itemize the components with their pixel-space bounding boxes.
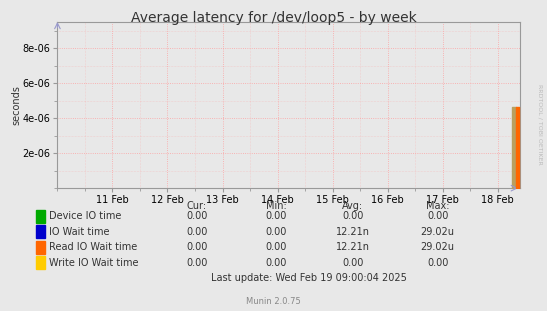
Text: Avg:: Avg: xyxy=(342,201,363,211)
Text: Min:: Min: xyxy=(266,201,287,211)
Text: RRDTOOL / TOBI OETIKER: RRDTOOL / TOBI OETIKER xyxy=(538,84,543,165)
Text: 0.00: 0.00 xyxy=(265,258,287,268)
Text: Munin 2.0.75: Munin 2.0.75 xyxy=(246,297,301,306)
Text: 0.00: 0.00 xyxy=(342,258,364,268)
Text: Write IO Wait time: Write IO Wait time xyxy=(49,258,139,268)
Text: 0.00: 0.00 xyxy=(265,227,287,237)
Text: Read IO Wait time: Read IO Wait time xyxy=(49,242,137,252)
Text: 29.02u: 29.02u xyxy=(421,227,455,237)
Text: 0.00: 0.00 xyxy=(186,211,208,221)
Text: 0.00: 0.00 xyxy=(186,242,208,252)
Text: Cur:: Cur: xyxy=(187,201,207,211)
Text: Last update: Wed Feb 19 09:00:04 2025: Last update: Wed Feb 19 09:00:04 2025 xyxy=(211,273,407,283)
Text: 29.02u: 29.02u xyxy=(421,242,455,252)
Text: 12.21n: 12.21n xyxy=(336,227,370,237)
Text: 0.00: 0.00 xyxy=(427,211,449,221)
Text: 0.00: 0.00 xyxy=(186,227,208,237)
Text: Max:: Max: xyxy=(426,201,449,211)
Text: 0.00: 0.00 xyxy=(265,242,287,252)
Text: 0.00: 0.00 xyxy=(186,258,208,268)
Text: 0.00: 0.00 xyxy=(342,211,364,221)
Text: 0.00: 0.00 xyxy=(427,258,449,268)
Y-axis label: seconds: seconds xyxy=(11,85,21,125)
Text: 12.21n: 12.21n xyxy=(336,242,370,252)
Text: IO Wait time: IO Wait time xyxy=(49,227,110,237)
Text: Device IO time: Device IO time xyxy=(49,211,121,221)
Text: 0.00: 0.00 xyxy=(265,211,287,221)
Text: Average latency for /dev/loop5 - by week: Average latency for /dev/loop5 - by week xyxy=(131,11,416,25)
